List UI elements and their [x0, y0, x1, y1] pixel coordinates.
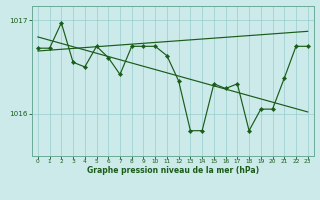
X-axis label: Graphe pression niveau de la mer (hPa): Graphe pression niveau de la mer (hPa) — [87, 166, 259, 175]
